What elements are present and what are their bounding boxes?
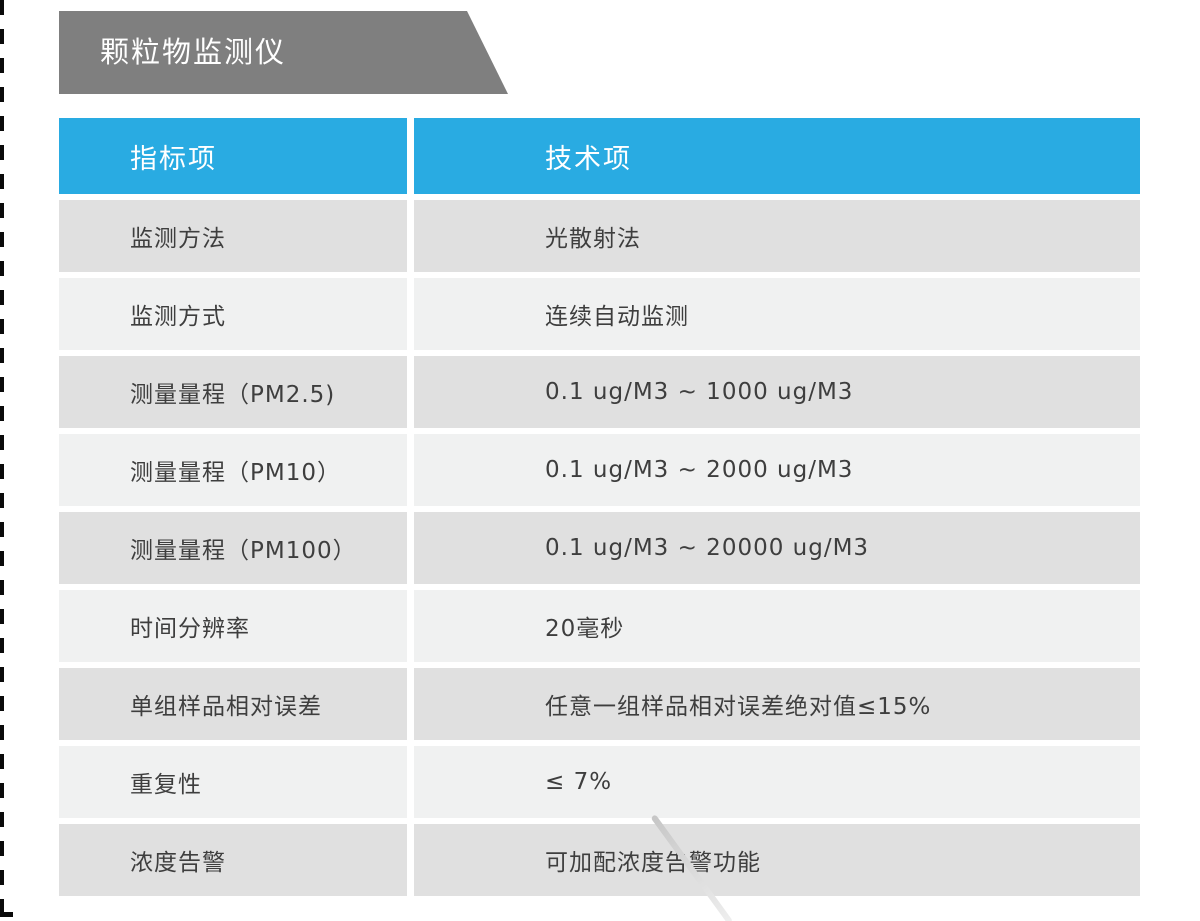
row-value: 光散射法 (414, 200, 1140, 272)
table-row: 重复性 ≤ 7% (59, 746, 1140, 818)
table-row: 监测方法 光散射法 (59, 200, 1140, 272)
row-label: 测量量程（PM2.5) (59, 356, 407, 428)
row-label: 浓度告警 (59, 824, 407, 896)
bottom-left-border-dash (0, 912, 13, 917)
table-row: 单组样品相对误差 任意一组样品相对误差绝对值≤15% (59, 668, 1140, 740)
row-value: 0.1 ug/M3 ~ 20000 ug/M3 (414, 512, 1140, 584)
header-cell-spec: 技术项 (414, 118, 1140, 194)
table-row: 测量量程（PM2.5) 0.1 ug/M3 ~ 1000 ug/M3 (59, 356, 1140, 428)
row-value: 0.1 ug/M3 ~ 1000 ug/M3 (414, 356, 1140, 428)
table-row: 测量量程（PM10） 0.1 ug/M3 ~ 2000 ug/M3 (59, 434, 1140, 506)
table-row: 浓度告警 可加配浓度告警功能 (59, 824, 1140, 896)
spec-table: 指标项 技术项 监测方法 光散射法 监测方式 连续自动监测 测量量程（PM2.5… (59, 118, 1140, 902)
row-label: 重复性 (59, 746, 407, 818)
row-label: 测量量程（PM10） (59, 434, 407, 506)
row-value: 可加配浓度告警功能 (414, 824, 1140, 896)
header-cell-indicator: 指标项 (59, 118, 407, 194)
table-header-row: 指标项 技术项 (59, 118, 1140, 194)
page-title: 颗粒物监测仪 (100, 35, 287, 69)
row-value: 连续自动监测 (414, 278, 1140, 350)
table-row: 测量量程（PM100） 0.1 ug/M3 ~ 20000 ug/M3 (59, 512, 1140, 584)
row-label: 单组样品相对误差 (59, 668, 407, 740)
table-row: 监测方式 连续自动监测 (59, 278, 1140, 350)
row-value: 20毫秒 (414, 590, 1140, 662)
title-banner: 颗粒物监测仪 (59, 11, 508, 94)
row-value: 任意一组样品相对误差绝对值≤15% (414, 668, 1140, 740)
row-label: 测量量程（PM100） (59, 512, 407, 584)
row-label: 监测方式 (59, 278, 407, 350)
row-value: 0.1 ug/M3 ~ 2000 ug/M3 (414, 434, 1140, 506)
row-label: 监测方法 (59, 200, 407, 272)
row-value: ≤ 7% (414, 746, 1140, 818)
row-label: 时间分辨率 (59, 590, 407, 662)
left-dashed-border (0, 0, 4, 921)
table-row: 时间分辨率 20毫秒 (59, 590, 1140, 662)
